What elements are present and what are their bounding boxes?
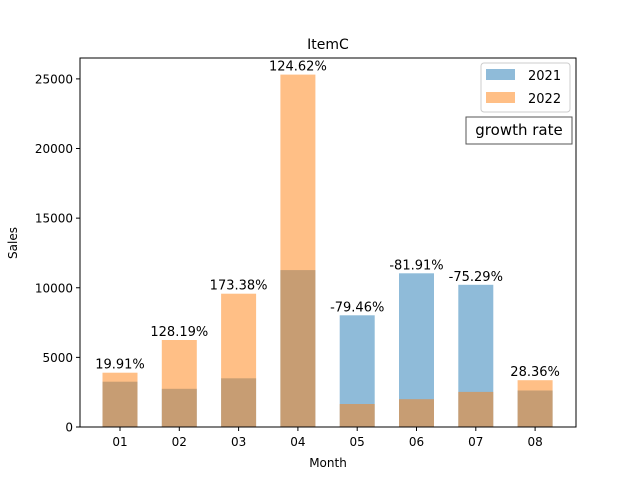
plot-frame (79, 57, 577, 428)
x-tick-label-07: 07 (468, 435, 483, 449)
bar-2022-01 (102, 372, 138, 427)
bar-2022-08 (517, 380, 553, 427)
data-label-04: 124.62% (269, 60, 327, 75)
bar-2022-04 (280, 74, 316, 427)
data-label-08: 28.36% (510, 365, 560, 380)
y-tick-label-10000: 10000 (35, 281, 73, 295)
x-tick-label-03: 03 (231, 435, 246, 449)
bar-2022-07 (458, 391, 494, 427)
legend-label-2022: 2022 (528, 92, 561, 107)
legend-swatch-2021 (486, 69, 515, 80)
y-tick-label-15000: 15000 (35, 212, 73, 226)
annotation-text: growth rate (475, 121, 562, 139)
x-axis-label: Month (309, 456, 347, 470)
bar-2022-06 (399, 399, 434, 427)
legend-label-2021: 2021 (528, 69, 561, 84)
data-label-07: -75.29% (449, 270, 503, 285)
y-tick-label-20000: 20000 (35, 142, 73, 156)
annotation-box (465, 116, 573, 145)
legend: 2021 2022 (480, 62, 571, 113)
y-tick-label-0: 0 (65, 421, 73, 435)
y-tick-label-25000: 25000 (35, 72, 73, 86)
data-label-05: -79.46% (330, 300, 384, 315)
x-tick-label-02: 02 (172, 435, 187, 449)
chart-title: ItemC (307, 37, 349, 53)
y-tick-label-5000: 5000 (42, 351, 73, 365)
x-tick-label-05: 05 (350, 435, 365, 449)
bar-2022-03 (221, 293, 257, 427)
legend-swatch-2022 (486, 92, 515, 103)
data-label-06: -81.91% (389, 258, 443, 273)
bar-2022-02 (161, 340, 197, 427)
x-tick-label-04: 04 (290, 435, 305, 449)
data-label-02: 128.19% (150, 325, 208, 340)
bar-2022-05 (339, 404, 375, 427)
x-tick-label-08: 08 (527, 435, 542, 449)
data-label-03: 173.38% (210, 279, 268, 294)
y-axis-label: Sales (6, 227, 20, 259)
x-tick-label-06: 06 (409, 435, 424, 449)
growth-rate-annotation: growth rate (465, 116, 573, 145)
x-tick-label-01: 01 (112, 435, 127, 449)
plot-area: 19.91% 128.19% 173.38% 124.62% -79.46% -81.91… (35, 60, 560, 449)
data-label-01: 19.91% (95, 358, 145, 373)
